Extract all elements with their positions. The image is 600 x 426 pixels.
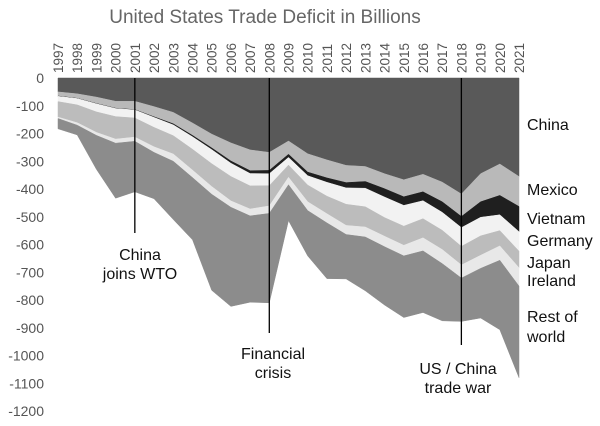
x-tick-label: 2003: [166, 43, 181, 73]
y-tick-label: 0: [36, 70, 44, 86]
x-tick-label: 2000: [109, 43, 124, 73]
legend-mexico: Mexico: [527, 182, 578, 199]
legend-japan: Japan: [527, 255, 571, 272]
x-tick-label: 2006: [224, 43, 239, 73]
x-tick-label: 2013: [358, 43, 373, 73]
y-tick-label: -300: [16, 153, 44, 169]
legend-vietnam: Vietnam: [527, 211, 585, 228]
x-tick-label: 2017: [435, 43, 450, 73]
x-tick-label: 1998: [70, 43, 85, 73]
area-rest-of-world: [57, 118, 520, 378]
x-tick-label: 2014: [378, 42, 393, 73]
y-tick-label: -1200: [8, 403, 44, 419]
x-tick-label: 2019: [474, 43, 489, 73]
annotation-label-2018: US / China trade war: [419, 361, 496, 397]
x-tick-label: 2012: [339, 43, 354, 73]
y-tick-label: -1000: [8, 348, 44, 364]
x-tick-label: 2018: [454, 43, 469, 73]
x-tick-label: 2008: [262, 43, 277, 73]
legend-china: China: [527, 117, 569, 134]
x-tick-label: 2007: [243, 43, 258, 73]
y-tick-label: -800: [16, 292, 44, 308]
x-tick-label: 2021: [512, 43, 527, 73]
x-tick-label: 2011: [320, 44, 335, 73]
x-tick-label: 2001: [128, 43, 143, 73]
x-tick-label: 1999: [89, 43, 104, 73]
legend-rest-of-world: Rest of world: [526, 309, 578, 346]
x-tick-label: 2004: [186, 42, 201, 73]
legend-germany: Germany: [527, 233, 593, 250]
y-tick-label: -700: [16, 264, 44, 280]
chart-title: United States Trade Deficit in Billions: [109, 7, 421, 28]
x-tick-label: 2016: [416, 43, 431, 73]
y-tick-label: -200: [16, 126, 44, 142]
y-tick-label: -900: [16, 320, 44, 336]
annotation-label-2001: China joins WTO: [102, 247, 177, 283]
y-tick-label: -500: [16, 209, 44, 225]
x-tick-label: 2002: [147, 43, 162, 73]
y-tick-label: -1100: [9, 375, 44, 391]
annotation-label-2008: Financial crisis: [241, 346, 305, 382]
y-tick-label: -600: [16, 237, 44, 253]
y-tick-label: -400: [16, 181, 44, 197]
x-tick-label: 2020: [493, 43, 508, 73]
legend-ireland: Ireland: [527, 273, 576, 290]
x-tick-label: 2015: [397, 43, 412, 73]
x-tick-label: 2005: [205, 43, 220, 73]
x-tick-label: 2009: [282, 43, 297, 73]
x-tick-label: 1997: [51, 43, 66, 73]
y-tick-label: -100: [16, 98, 44, 114]
x-tick-label: 2010: [301, 43, 316, 73]
